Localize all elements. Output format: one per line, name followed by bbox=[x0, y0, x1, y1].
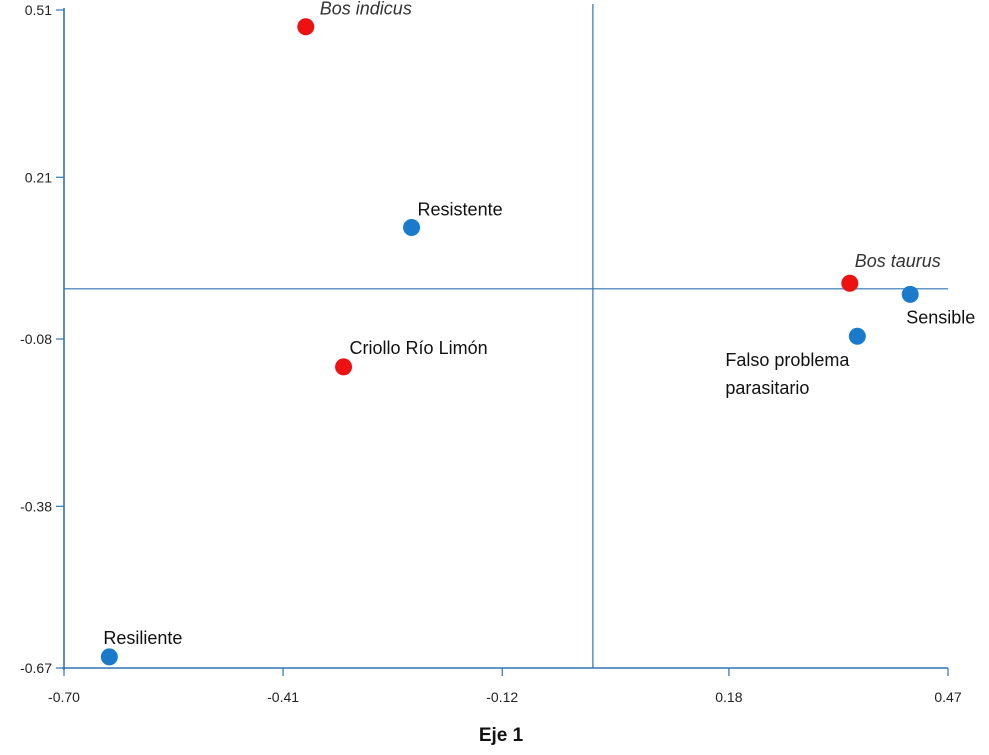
point-resistente bbox=[403, 218, 421, 236]
reference-lines bbox=[64, 4, 948, 668]
x-tick-label: -0.70 bbox=[48, 689, 80, 705]
x-tick-label: -0.41 bbox=[267, 689, 299, 705]
y-tick-label: -0.08 bbox=[20, 331, 52, 347]
y-tick-label: 0.21 bbox=[25, 169, 52, 185]
label-resiliente: Resiliente bbox=[103, 628, 182, 648]
label-bos-indicus: Bos indicus bbox=[320, 0, 412, 19]
point-bos-indicus bbox=[297, 18, 315, 36]
x-tick-label: -0.12 bbox=[486, 689, 518, 705]
y-tick-label: -0.67 bbox=[20, 660, 52, 676]
label-criollo-r-o-lim-n: Criollo Río Limón bbox=[350, 338, 488, 358]
x-tick-label: 0.18 bbox=[715, 689, 742, 705]
label-bos-taurus: Bos taurus bbox=[855, 251, 941, 271]
point-labels: Bos indicus Resistente Criollo Río Limón Bo… bbox=[103, 0, 975, 648]
label-falso-problema: Falso problema bbox=[725, 350, 850, 370]
point-falso-problema bbox=[848, 327, 866, 345]
point-criollo-r-o-lim-n bbox=[335, 358, 353, 376]
y-tick-label: 0.51 bbox=[25, 2, 52, 18]
x-tick-label: 0.47 bbox=[934, 689, 961, 705]
x-axis-title: Eje 1 bbox=[479, 725, 524, 746]
y-tick-label: -0.38 bbox=[20, 498, 52, 514]
label-resistente: Resistente bbox=[418, 199, 503, 219]
data-points bbox=[100, 18, 919, 666]
point-bos-taurus bbox=[841, 274, 859, 292]
label-falso-problema-line2: parasitario bbox=[725, 378, 809, 398]
point-resiliente bbox=[100, 648, 118, 666]
label-sensible: Sensible bbox=[906, 307, 975, 327]
point-sensible bbox=[901, 285, 919, 303]
axes: -0.70 -0.41 -0.12 0.18 0.47 0.51 0.21 -0.08 -0.3… bbox=[20, 2, 962, 705]
